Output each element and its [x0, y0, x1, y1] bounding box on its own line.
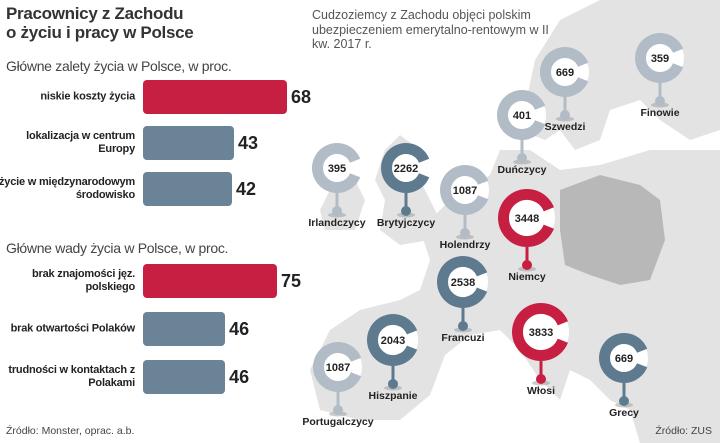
- c-ring-icon: [540, 47, 589, 97]
- bar: [143, 312, 226, 346]
- c-ring-icon: [497, 90, 546, 140]
- bar: [143, 360, 226, 394]
- map-title: Cudzoziemcy z Zachodu objęci polskim ube…: [312, 8, 549, 51]
- bar-label: trudności w kontaktach z Polakami: [8, 364, 135, 389]
- marker-label: Szwedzi: [545, 121, 586, 133]
- marker-dot: [458, 321, 468, 331]
- bar-value: 46: [229, 367, 250, 387]
- bar-row: życie w międzynarodowym środowisko 42: [0, 172, 720, 206]
- bar-value: 68: [291, 87, 312, 107]
- marker-dot: [460, 228, 470, 238]
- marker-value: 669: [556, 67, 574, 79]
- marker-holendrzy: 1087 Holendrzy: [440, 165, 491, 251]
- c-ring-icon: [381, 143, 430, 193]
- marker-value: 401: [513, 110, 531, 122]
- marker-dot: [333, 405, 343, 415]
- c-ring-icon: [367, 314, 418, 366]
- marker-label: Niemcy: [508, 271, 546, 283]
- c-ring-icon: [635, 33, 684, 83]
- marker-dot: [536, 374, 546, 384]
- marker-finowie: 359 Finowie: [635, 33, 684, 119]
- bar-row: brak otwartości Polaków 46: [0, 312, 720, 346]
- bar-label: niskie koszty życia: [40, 90, 135, 103]
- marker-dot: [517, 153, 527, 163]
- marker-label: Francuzi: [441, 332, 484, 344]
- c-ring-icon: [312, 143, 361, 193]
- c-ring-icon: [512, 303, 568, 361]
- marker-value: 669: [615, 353, 633, 365]
- bar-value: 46: [229, 319, 250, 339]
- marker-value: 3833: [529, 327, 553, 339]
- marker-brytyjczycy: 2262 Brytyjczycy: [377, 143, 436, 229]
- bar-value: 75: [281, 271, 302, 291]
- c-ring-icon: [498, 189, 554, 247]
- bar-row: brak znajomości jęz. polskiego 75: [0, 264, 720, 298]
- marker-dot: [401, 206, 411, 216]
- marker-dot: [655, 96, 665, 106]
- c-ring-icon: [440, 165, 489, 215]
- poland: [560, 175, 665, 285]
- marker-value: 2262: [394, 163, 418, 175]
- bar-label: życie w międzynarodowym środowisko: [0, 176, 135, 201]
- marker-label: Duńczycy: [497, 164, 546, 176]
- marker-label: Portugalczycy: [302, 416, 373, 428]
- source-right: Źródło: ZUS: [655, 425, 712, 437]
- bar-row: trudności w kontaktach z Polakami 46: [0, 360, 720, 394]
- bar-value: 43: [238, 133, 259, 153]
- title-line-2: o życiu i pracy w Polsce: [6, 23, 194, 42]
- marker-duńczycy: 401 Duńczycy: [497, 90, 547, 176]
- marker-value: 2043: [381, 335, 405, 347]
- marker-grecy: 669 Grecy: [599, 333, 648, 419]
- marker-label: Irlandczycy: [308, 217, 365, 229]
- marker-dot: [560, 110, 570, 120]
- marker-dot: [388, 379, 398, 389]
- c-ring-icon: [599, 333, 648, 383]
- marker-value: 359: [651, 53, 669, 65]
- marker-dot: [522, 260, 532, 270]
- marker-value: 395: [328, 163, 346, 175]
- marker-hiszpanie: 2043 Hiszpanie: [367, 314, 418, 402]
- bar: [143, 126, 235, 160]
- marker-niemcy: 3448 Niemcy: [498, 189, 555, 283]
- marker-dot: [332, 206, 342, 216]
- page-title: Pracownicy z Zachodu o życiu i pracy w Po…: [6, 4, 194, 42]
- c-ring-icon: [313, 342, 362, 392]
- title-line-1: Pracownicy z Zachodu: [6, 4, 184, 23]
- bar: [143, 264, 277, 298]
- marker-value: 1087: [326, 362, 350, 374]
- marker-irlandczycy: 395 Irlandczycy: [308, 143, 366, 229]
- bar-label: brak znajomości jęz. polskiego: [32, 268, 135, 293]
- advantages-title: Główne zalety życia w Polsce, w proc.: [6, 58, 232, 74]
- marker-szwedzi: 669 Szwedzi: [540, 47, 589, 133]
- marker-label: Brytyjczycy: [377, 217, 436, 229]
- bar-label: brak otwartości Polaków: [10, 322, 136, 335]
- ireland: [320, 180, 365, 230]
- c-ring-icon: [437, 256, 488, 308]
- bar-row: niskie koszty życia 68: [0, 80, 720, 114]
- marker-label: Włosi: [527, 385, 555, 397]
- bar-row: lokalizacja w centrum Europy 43: [0, 126, 720, 160]
- marker-włosi: 3833 Włosi: [512, 303, 569, 397]
- marker-label: Hiszpanie: [368, 390, 417, 402]
- bar-label: lokalizacja w centrum Europy: [26, 130, 135, 155]
- bar-value: 42: [235, 179, 256, 199]
- marker-label: Finowie: [640, 107, 679, 119]
- bar: [143, 80, 287, 114]
- marker-value: 2538: [451, 277, 475, 289]
- marker-francuzi: 2538 Francuzi: [437, 256, 488, 344]
- marker-value: 3448: [515, 213, 539, 225]
- disadvantages-title: Główne wady życia w Polsce, w proc.: [6, 240, 229, 256]
- bar: [143, 172, 232, 206]
- marker-label: Holendrzy: [440, 239, 491, 251]
- source-left: Źródło: Monster, oprac. a.b.: [6, 425, 135, 437]
- marker-portugalczycy: 1087 Portugalczycy: [302, 342, 374, 428]
- marker-dot: [619, 396, 629, 406]
- marker-label: Grecy: [609, 407, 639, 419]
- marker-value: 1087: [453, 185, 477, 197]
